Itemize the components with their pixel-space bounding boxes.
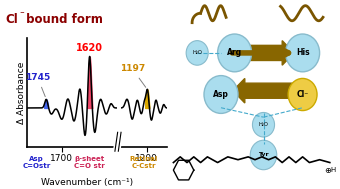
Text: C=Ostr: C=Ostr	[22, 163, 51, 169]
Text: Tyr: Tyr	[258, 153, 269, 157]
Text: $\oplus$: $\oplus$	[324, 166, 332, 175]
Text: Asp: Asp	[29, 156, 44, 162]
Text: Cl: Cl	[5, 13, 18, 26]
Text: H: H	[330, 167, 336, 173]
FancyArrow shape	[233, 78, 298, 103]
Text: ⁻: ⁻	[20, 10, 24, 19]
Text: 1197: 1197	[120, 64, 146, 87]
Circle shape	[218, 34, 252, 72]
Circle shape	[252, 112, 275, 137]
Circle shape	[186, 41, 208, 65]
Circle shape	[288, 78, 317, 111]
Text: β-sheet: β-sheet	[74, 156, 105, 162]
Y-axis label: Δ Absorbance: Δ Absorbance	[17, 61, 26, 124]
Text: H₂O: H₂O	[258, 122, 269, 127]
Text: Retinal: Retinal	[130, 156, 158, 162]
Text: Cl⁻: Cl⁻	[296, 90, 309, 99]
Text: His: His	[296, 48, 309, 57]
Text: Asp: Asp	[213, 90, 229, 99]
Circle shape	[286, 34, 320, 72]
FancyArrow shape	[230, 41, 294, 65]
Text: H₂O: H₂O	[192, 50, 202, 55]
Text: Arg: Arg	[227, 48, 242, 57]
Text: 1745: 1745	[25, 73, 50, 97]
Text: C-Cstr: C-Cstr	[131, 163, 156, 169]
Circle shape	[204, 76, 238, 113]
Text: Wavenumber (cm⁻¹): Wavenumber (cm⁻¹)	[41, 178, 133, 187]
Circle shape	[250, 140, 277, 170]
Text: 1620: 1620	[76, 43, 103, 53]
Text: bound form: bound form	[22, 13, 103, 26]
Text: C=O str: C=O str	[74, 163, 105, 169]
